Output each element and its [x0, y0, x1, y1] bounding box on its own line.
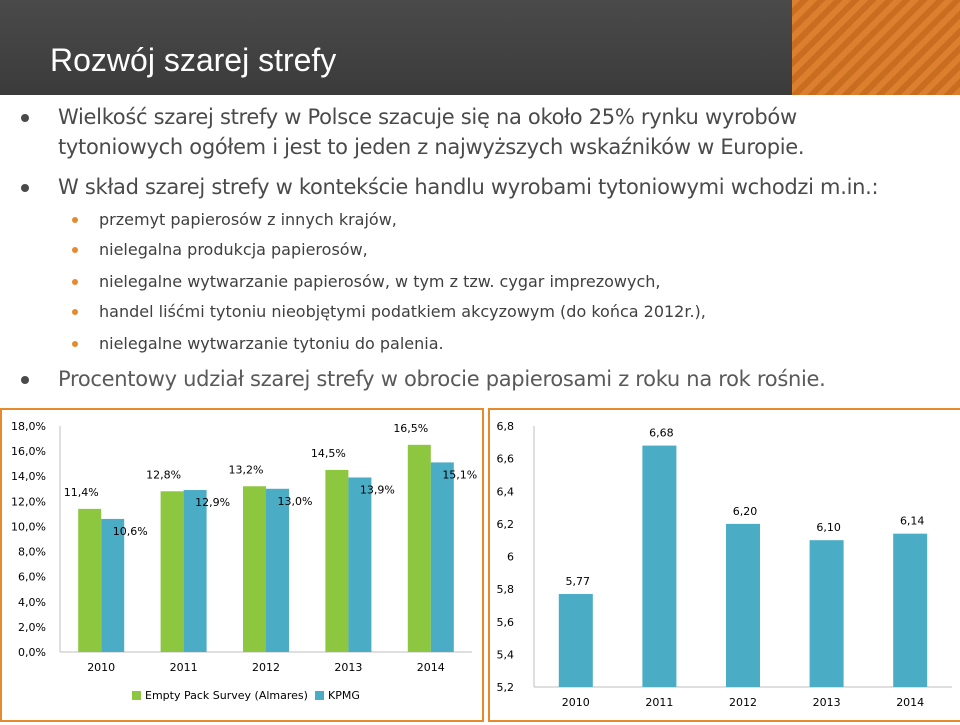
bar-kpmg: [348, 477, 372, 652]
y-tick-label: 5,4: [497, 648, 515, 661]
chart-2-svg: 5,2 5,4 5,6 5,8 6 6,2 6,4 6,6 6,8 2010 5,77 2011 6,6…: [497, 420, 952, 709]
x-tick-label: 2010: [562, 696, 590, 709]
legend-label-almares: Empty Pack Survey (Almares): [145, 689, 308, 702]
data-label: 16,5%: [393, 422, 428, 435]
y-tick-label: 6,4: [497, 485, 515, 498]
y-tick-label: 6,2: [497, 518, 515, 531]
x-tick-label: 2012: [729, 696, 757, 709]
bullet-marker: [21, 184, 29, 192]
x-tick-label: 2010: [87, 661, 115, 674]
y-tick-label: 4,0%: [18, 596, 46, 609]
bar-consumption: [726, 523, 760, 687]
bar-almares: [78, 508, 102, 652]
legend-label-kpmg: KPMG: [328, 689, 360, 702]
y-tick-label: 6,0%: [18, 571, 46, 584]
bar-consumption: [809, 540, 844, 687]
bullet-text: Procentowy udział szarej strefy w obroci…: [58, 367, 826, 391]
y-tick-label: 2,0%: [18, 621, 46, 634]
bar-consumption: [642, 445, 677, 687]
legend-swatch-almares: [132, 691, 141, 700]
sub-bullet-marker: [72, 217, 78, 223]
y-tick-label: 6,6: [497, 453, 515, 466]
y-tick-label: 6: [507, 551, 514, 564]
y-tick-label: 10,0%: [11, 520, 46, 533]
data-label: 5,77: [566, 575, 591, 588]
sub-bullet-marker: [72, 279, 78, 285]
slide-title: Rozwój szarej strefy: [50, 42, 337, 78]
data-label: 13,9%: [360, 483, 395, 496]
bar-kpmg: [430, 462, 454, 652]
title-bar: Rozwój szarej strefy: [0, 0, 960, 95]
y-tick-label: 18,0%: [11, 420, 46, 433]
bar-almares: [407, 444, 431, 652]
bar-kpmg: [101, 518, 125, 652]
bar-kpmg: [183, 490, 207, 652]
x-tick-label: 2013: [813, 696, 841, 709]
y-tick-label: 5,6: [497, 616, 515, 629]
bar-kpmg: [266, 488, 289, 652]
x-tick-label: 2014: [896, 696, 924, 709]
bullet-text: tytoniowych ogółem i jest to jeden z naj…: [58, 135, 805, 159]
y-tick-label: 5,8: [497, 583, 515, 596]
title-accent-decoration: [792, 0, 960, 95]
y-tick-label: 5,2: [497, 681, 515, 694]
data-label: 12,8%: [146, 468, 181, 481]
y-tick-label: 14,0%: [11, 470, 46, 483]
data-label: 6,68: [649, 427, 674, 440]
bar-consumption: [893, 533, 928, 687]
data-label: 6,20: [733, 505, 758, 518]
bullet-text: Wielkość szarej strefy w Polsce szacuje …: [58, 105, 797, 129]
sub-bullet-text: przemyt papierosów z innych krajów,: [99, 210, 397, 229]
y-tick-label: 8,0%: [18, 546, 46, 559]
sub-bullet-text: nielegalne wytwarzanie tytoniu do paleni…: [99, 334, 444, 353]
chart-1-svg: 0,0% 2,0% 4,0% 6,0% 8,0% 10,0% 12,0% 14,0% 16,0%…: [11, 420, 477, 702]
data-label: 6,14: [900, 515, 925, 528]
sub-bullet-marker: [72, 341, 78, 347]
bar-almares: [325, 469, 349, 652]
x-tick-label: 2011: [170, 661, 198, 674]
data-label: 11,4%: [64, 486, 99, 499]
bullet-marker: [21, 376, 29, 384]
data-label: 14,5%: [311, 447, 346, 460]
x-tick-label: 2011: [645, 696, 673, 709]
bar-almares: [160, 491, 184, 652]
chart-gray-market-share: 0,0% 2,0% 4,0% 6,0% 8,0% 10,0% 12,0% 14,0% 16,0%…: [0, 408, 484, 722]
sub-bullet-marker: [72, 247, 78, 253]
x-tick-label: 2013: [334, 661, 362, 674]
data-label: 13,0%: [278, 495, 313, 508]
bullet-marker: [21, 114, 29, 122]
x-tick-label: 2014: [417, 661, 445, 674]
x-tick-label: 2012: [252, 661, 280, 674]
chart-consumption: 5,2 5,4 5,6 5,8 6 6,2 6,4 6,6 6,8 2010 5,77 2011 6,6…: [488, 408, 960, 722]
data-label: 10,6%: [113, 525, 148, 538]
bar-consumption: [558, 594, 593, 687]
sub-bullet-text: handel liśćmi tytoniu nieobjętymi podatk…: [99, 302, 706, 321]
y-tick-label: 16,0%: [11, 445, 46, 458]
y-tick-label: 0,0%: [18, 646, 46, 659]
sub-bullet-text: nielegalne wytwarzanie papierosów, w tym…: [99, 272, 661, 291]
y-tick-label: 6,8: [497, 420, 515, 433]
data-label: 15,1%: [442, 468, 477, 481]
sub-bullet-text: nielegalna produkcja papierosów,: [99, 240, 368, 259]
sub-bullet-marker: [72, 309, 78, 315]
data-label: 12,9%: [195, 496, 230, 509]
bar-almares: [243, 486, 266, 652]
legend-swatch-kpmg: [315, 691, 324, 700]
bullet-text: W skład szarej strefy w kontekście handl…: [58, 175, 879, 199]
data-label: 6,10: [816, 521, 841, 534]
data-label: 13,2%: [229, 463, 264, 476]
y-tick-label: 12,0%: [11, 495, 46, 508]
